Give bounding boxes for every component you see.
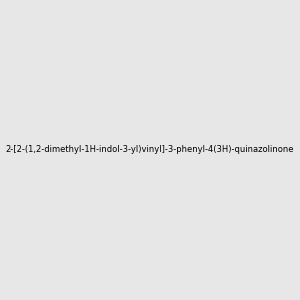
Text: 2-[2-(1,2-dimethyl-1H-indol-3-yl)vinyl]-3-phenyl-4(3H)-quinazolinone: 2-[2-(1,2-dimethyl-1H-indol-3-yl)vinyl]-… <box>6 146 294 154</box>
